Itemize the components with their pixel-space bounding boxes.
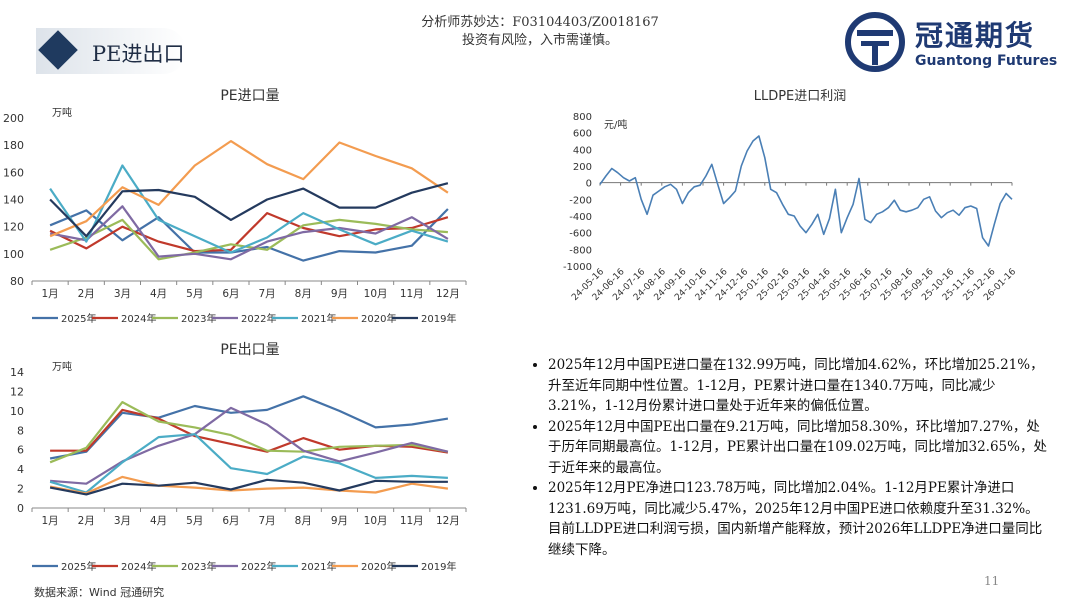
guantong-logo-icon (845, 12, 905, 72)
bullet-net-import: 2025年12月PE净进口123.78万吨，同比增加2.04%。1-12月PE累… (548, 478, 1048, 560)
y-tick-label: -1000 (563, 262, 592, 273)
x-tick-label: 1月 (41, 288, 58, 300)
y-tick-label: 400 (573, 145, 592, 156)
logo-text-cn: 冠通期货 (915, 19, 1036, 52)
x-tick-label: 2月 (78, 288, 95, 300)
x-tick-label: 11月 (400, 515, 424, 527)
x-tick-label: 12月 (436, 515, 460, 527)
legend-label: 2024年 (121, 560, 156, 573)
legend-label: 2025年 (61, 312, 96, 325)
legend-label: 2025年 (61, 560, 96, 573)
y-tick-label: 140 (3, 194, 24, 207)
x-tick-label: 4月 (150, 288, 167, 300)
y-tick-label: 80 (10, 275, 24, 288)
legend-label: 2022年 (241, 560, 276, 573)
analyst-info: 分析师苏妙达：F03104403/Z0018167 投资有风险，入市需谨慎。 (350, 14, 730, 50)
series-line-2021年 (49, 164, 449, 254)
x-tick-label: 10月 (364, 288, 388, 300)
y-tick-label: 14 (10, 366, 24, 379)
series-line-2019年 (49, 478, 448, 496)
page-title: PE进出口 (92, 42, 185, 66)
series-line-2020年 (49, 475, 449, 495)
series-line-2024年 (49, 212, 449, 253)
series-line-2025年 (49, 395, 449, 460)
x-tick-label: 8月 (295, 288, 312, 300)
legend-label: 2021年 (301, 312, 336, 325)
y-axis-unit: 万吨 (52, 360, 72, 373)
x-tick-label: 7月 (258, 288, 275, 300)
data-source: 数据来源：Wind 冠通研究 (34, 586, 165, 599)
legend-label: 2024年 (121, 312, 156, 325)
y-tick-label: -400 (569, 212, 592, 223)
y-tick-label: 12 (10, 385, 24, 398)
x-tick-label: 7月 (258, 515, 275, 527)
legend-label: 2022年 (241, 312, 276, 325)
x-tick-label: 6月 (222, 288, 239, 300)
y-tick-label: 2 (17, 483, 24, 496)
logo-text-en: Guantong Futures (915, 53, 1058, 69)
legend-label: 2020年 (361, 560, 396, 573)
y-tick-label: 6 (17, 444, 24, 457)
legend-label: 2023年 (181, 560, 216, 573)
y-axis-unit: 元/吨 (604, 118, 627, 131)
y-axis-unit: 万吨 (52, 106, 72, 119)
series-line-2019年 (49, 182, 449, 238)
y-tick-label: 800 (573, 112, 592, 123)
y-tick-label: 200 (573, 162, 592, 173)
series-line-2021年 (49, 433, 448, 494)
y-tick-label: 200 (3, 112, 24, 125)
series-line-2023年 (49, 400, 449, 464)
y-tick-label: 8 (17, 424, 24, 437)
legend-label: 2019年 (421, 312, 456, 325)
legend-label: 2021年 (301, 560, 336, 573)
page-number: 11 (984, 574, 1000, 588)
series-line-2023年 (49, 218, 448, 261)
x-tick-label: 10月 (364, 515, 388, 527)
x-tick-label: 5月 (186, 288, 203, 300)
x-tick-label: 9月 (331, 288, 348, 300)
y-tick-label: 0 (586, 179, 592, 190)
x-tick-label: 12月 (436, 288, 460, 300)
legend-label: 2020年 (361, 312, 396, 325)
x-tick-label: 11月 (400, 288, 424, 300)
y-tick-label: 600 (573, 129, 592, 140)
y-tick-label: 100 (3, 248, 24, 261)
series-line-2022年 (49, 205, 449, 261)
x-tick-label: 2月 (78, 515, 95, 527)
analyst-line: 分析师苏妙达：F03104403/Z0018167 (421, 15, 659, 30)
chart-title: PE进口量 (220, 88, 279, 104)
y-tick-label: -600 (569, 229, 592, 240)
chart-title: PE出口量 (220, 342, 279, 358)
y-tick-label: 180 (3, 139, 24, 152)
y-tick-label: 120 (3, 221, 24, 234)
x-tick-label: 5月 (186, 515, 203, 527)
bullet-import: 2025年12月中国PE进口量在132.99万吨，同比增加4.62%，环比增加2… (548, 355, 1048, 417)
y-tick-label: 4 (17, 463, 24, 476)
y-tick-label: -200 (569, 195, 592, 206)
risk-disclaimer: 投资有风险，入市需谨慎。 (461, 33, 618, 48)
x-tick-label: 3月 (114, 515, 131, 527)
y-tick-label: 10 (10, 405, 24, 418)
x-tick-label: 9月 (331, 515, 348, 527)
legend-label: 2023年 (181, 312, 216, 325)
bullet-export: 2025年12月中国PE出口量在9.21万吨，同比增加58.30%，环比增加7.… (548, 417, 1048, 479)
x-tick-label: 6月 (222, 515, 239, 527)
legend-label: 2019年 (421, 560, 456, 573)
x-tick-label: 8月 (295, 515, 312, 527)
analysis-bullets: 2025年12月中国PE进口量在132.99万吨，同比增加4.62%，环比增加2… (528, 355, 1048, 560)
x-tick-label: 3月 (114, 288, 131, 300)
y-tick-label: 160 (3, 166, 24, 179)
series-line-2020年 (49, 139, 449, 238)
x-tick-label: 4月 (150, 515, 167, 527)
series-line-profit (599, 135, 1013, 247)
y-tick-label: -800 (569, 245, 592, 256)
y-tick-label: 0 (17, 502, 24, 515)
chart-title: LLDPE进口利润 (754, 89, 847, 104)
x-tick-label: 1月 (41, 515, 58, 527)
series-line-2022年 (50, 406, 449, 485)
